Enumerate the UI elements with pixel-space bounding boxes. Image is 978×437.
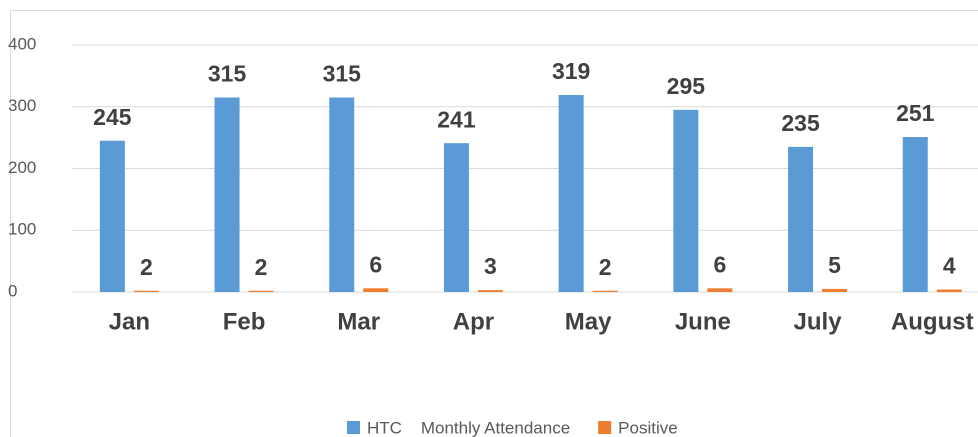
data-label: 3 xyxy=(484,253,497,279)
legend-swatch xyxy=(598,421,612,434)
data-label: 315 xyxy=(323,61,362,87)
y-tick-label: 200 xyxy=(8,158,36,177)
legend-label: HTC Monthly Attendance xyxy=(367,418,570,437)
data-label: 241 xyxy=(437,106,476,132)
data-label: 245 xyxy=(93,104,132,130)
bar xyxy=(477,290,503,292)
x-tick-label: July xyxy=(794,308,843,335)
data-label: 251 xyxy=(896,100,935,126)
bar xyxy=(99,140,125,292)
x-tick-label: Feb xyxy=(223,308,266,335)
bar xyxy=(788,146,814,292)
data-label: 295 xyxy=(667,73,706,99)
bar xyxy=(707,288,733,292)
bar xyxy=(673,109,699,293)
bar xyxy=(592,290,618,292)
x-tick-label: June xyxy=(675,308,731,335)
x-tick-label: Apr xyxy=(453,308,494,335)
y-tick-label: 400 xyxy=(8,34,36,53)
x-tick-label: Jan xyxy=(109,308,150,335)
data-label: 319 xyxy=(552,58,590,84)
y-tick-label: 300 xyxy=(8,96,36,115)
bar xyxy=(443,143,469,292)
data-label: 2 xyxy=(140,254,153,280)
chart-frame xyxy=(10,10,978,437)
bar xyxy=(214,97,240,292)
bar xyxy=(558,95,584,292)
x-tick-label: Mar xyxy=(337,308,380,335)
data-label: 4 xyxy=(943,253,956,279)
x-tick-label: May xyxy=(565,308,612,335)
data-label: 5 xyxy=(828,252,841,278)
legend-swatch xyxy=(347,421,360,434)
data-label: 6 xyxy=(369,251,382,277)
y-tick-label: 100 xyxy=(8,220,36,239)
data-label: 2 xyxy=(599,254,612,280)
bar xyxy=(363,288,389,292)
y-tick-label: 0 xyxy=(8,281,17,300)
bar xyxy=(902,137,928,292)
bar xyxy=(248,290,274,292)
data-label: 6 xyxy=(713,251,726,277)
bar xyxy=(329,97,355,292)
legend-label: Positive xyxy=(618,418,678,437)
bar xyxy=(133,290,159,292)
data-label: 315 xyxy=(208,61,247,87)
data-label: 2 xyxy=(255,254,268,280)
x-tick-label: August xyxy=(891,308,974,335)
bar xyxy=(936,289,962,292)
data-label: 235 xyxy=(781,110,820,136)
bar xyxy=(822,288,848,292)
